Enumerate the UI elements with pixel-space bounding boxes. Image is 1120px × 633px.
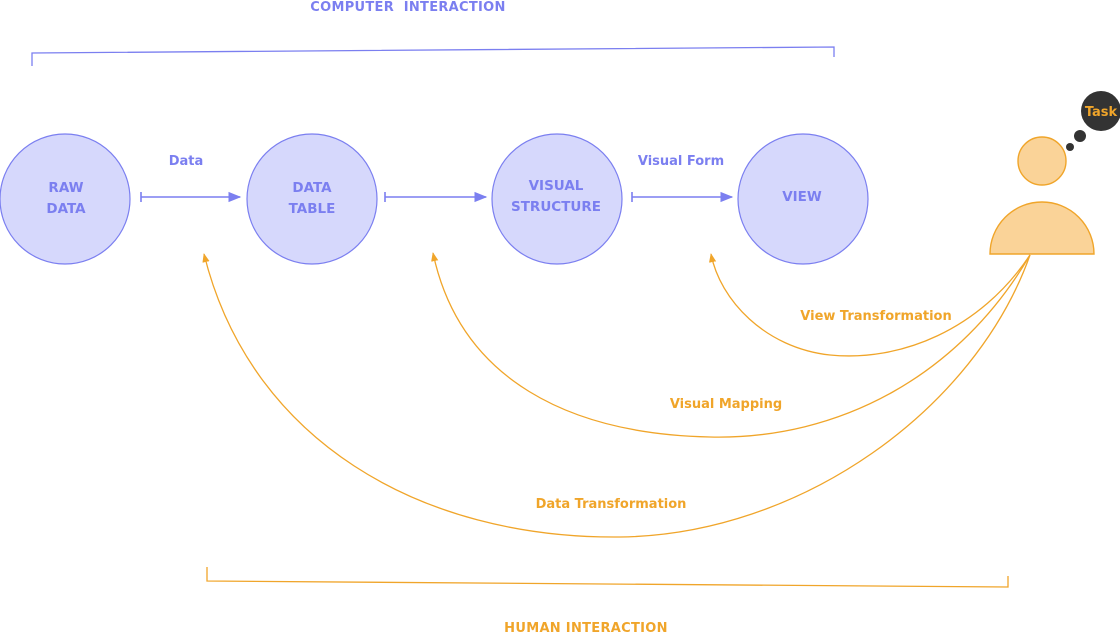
node-raw-data: RAW DATA bbox=[0, 133, 131, 265]
human-interaction-title: HUMAN INTERACTION bbox=[504, 621, 668, 633]
user-head bbox=[1017, 136, 1067, 186]
arrow-raw-to-table bbox=[140, 191, 242, 203]
node-visual-structure-line1: VISUAL bbox=[529, 178, 584, 194]
bubble-dot-small bbox=[1066, 143, 1074, 151]
data-transformation-arc bbox=[202, 253, 1031, 538]
view-transformation-label: View Transformation bbox=[800, 309, 951, 324]
arrow-structure-to-view bbox=[631, 191, 734, 203]
user-body bbox=[989, 201, 1095, 255]
human-interaction-bracket bbox=[206, 567, 1009, 588]
data-transformation-label: Data Transformation bbox=[536, 497, 687, 512]
edge-label-data: Data bbox=[169, 154, 204, 169]
task-label: Task bbox=[1085, 105, 1118, 120]
computer-interaction-title: COMPUTER INTERACTION bbox=[310, 0, 505, 15]
node-data-table-line1: DATA bbox=[292, 180, 332, 196]
view-transformation-arc bbox=[709, 253, 1031, 357]
node-visual-structure-line2: STRUCTURE bbox=[511, 199, 601, 215]
visual-mapping-label: Visual Mapping bbox=[670, 397, 782, 412]
thought-bubble: Task bbox=[1066, 91, 1120, 151]
node-view: VIEW bbox=[737, 133, 869, 265]
node-visual-structure: VISUAL STRUCTURE bbox=[491, 133, 623, 265]
bubble-dot-medium bbox=[1074, 130, 1086, 142]
node-data-table-line2: TABLE bbox=[289, 201, 336, 217]
node-data-table: DATA TABLE bbox=[246, 133, 378, 265]
arrow-table-to-structure bbox=[384, 191, 488, 203]
node-raw-data-line2: DATA bbox=[46, 201, 86, 217]
edge-label-visual-form: Visual Form bbox=[638, 154, 724, 169]
node-raw-data-line1: RAW bbox=[48, 180, 83, 196]
visual-mapping-arc bbox=[431, 252, 1031, 438]
task-bubble bbox=[1081, 91, 1120, 131]
computer-interaction-bracket bbox=[31, 46, 835, 66]
user-figure bbox=[989, 136, 1095, 255]
node-view-label: VIEW bbox=[782, 189, 822, 205]
